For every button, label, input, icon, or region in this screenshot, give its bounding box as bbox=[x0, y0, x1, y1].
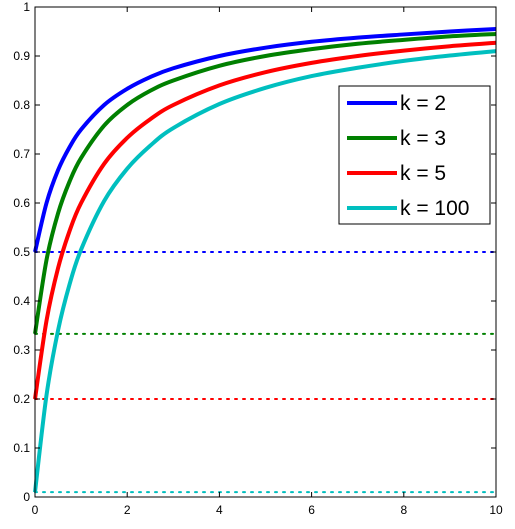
y-tick-label: 0.7 bbox=[13, 147, 30, 161]
legend-label-0: k = 2 bbox=[400, 92, 446, 115]
x-tick-label: 4 bbox=[216, 503, 223, 517]
legend-label-3: k = 100 bbox=[400, 197, 469, 220]
y-tick-label: 0.6 bbox=[13, 196, 30, 210]
y-tick-label: 0.5 bbox=[13, 245, 30, 259]
legend-box bbox=[338, 85, 491, 225]
x-tick-label: 8 bbox=[400, 503, 407, 517]
x-tick-label: 6 bbox=[308, 503, 315, 517]
x-tick-labels: 0 2 4 6 8 10 bbox=[32, 503, 503, 517]
series-line-1 bbox=[33, 31, 497, 335]
x-tick-label: 2 bbox=[124, 503, 131, 517]
dotted-baselines bbox=[34, 251, 497, 494]
y-tick-label: 0 bbox=[23, 490, 30, 504]
y-tick-label: 0.3 bbox=[13, 343, 30, 357]
y-tick-labels: 0 0.1 0.2 0.3 0.4 0.5 0.6 0.7 0.8 0.9 1 bbox=[13, 0, 30, 504]
x-tick-label: 10 bbox=[489, 503, 503, 517]
series-curves bbox=[33, 27, 497, 493]
y-tick-label: 0.8 bbox=[13, 98, 30, 112]
legend: k = 2 k = 3 k = 5 k = 100 bbox=[338, 85, 491, 225]
y-tick-label: 0.2 bbox=[13, 392, 30, 406]
x-tick-label: 0 bbox=[32, 503, 39, 517]
legend-label-2: k = 5 bbox=[400, 162, 446, 185]
series-line-3 bbox=[33, 49, 497, 493]
y-tick-label: 1 bbox=[23, 0, 30, 14]
y-tick-label: 0.9 bbox=[13, 49, 30, 63]
y-tick-label: 0.1 bbox=[13, 441, 30, 455]
legend-label-1: k = 3 bbox=[400, 127, 446, 150]
series-line-0 bbox=[33, 27, 497, 253]
axis-ticks bbox=[34, 6, 497, 498]
series-line-2 bbox=[33, 40, 497, 400]
y-tick-label: 0.4 bbox=[13, 294, 30, 308]
